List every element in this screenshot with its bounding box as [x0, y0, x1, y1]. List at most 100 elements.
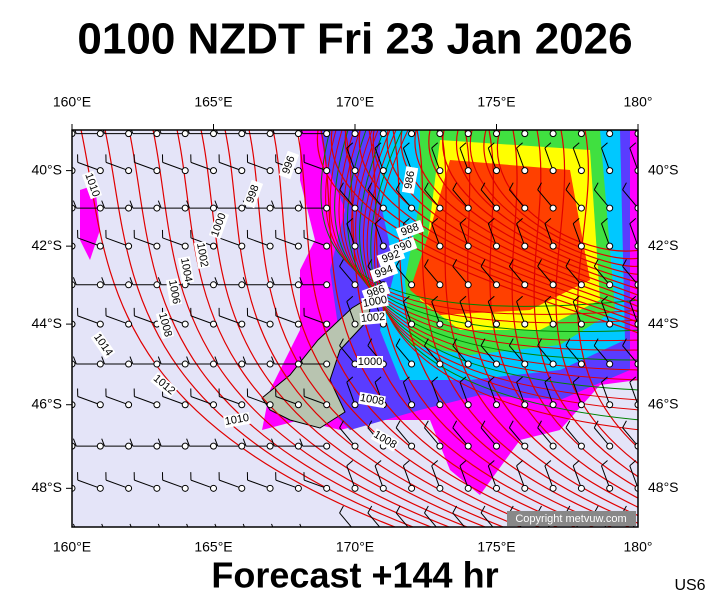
wind-station: [437, 282, 443, 288]
wind-station: [267, 243, 273, 249]
wind-station: [182, 361, 188, 367]
wind-station: [97, 485, 103, 491]
wind-station: [494, 443, 500, 449]
wind-station: [494, 321, 500, 327]
wind-station: [578, 243, 584, 249]
wind-station: [522, 243, 528, 249]
wind-station: [522, 205, 528, 211]
wind-station: [494, 402, 500, 408]
wind-barb: [396, 108, 400, 115]
wind-barb: [45, 357, 48, 364]
wind-station: [182, 168, 188, 174]
wind-station: [437, 402, 443, 408]
wind-station: [380, 528, 386, 534]
wind-station: [182, 402, 188, 408]
wind-station: [324, 402, 330, 408]
wind-station: [607, 402, 613, 408]
wind-station: [409, 402, 415, 408]
wind-station: [352, 321, 358, 327]
wind-station: [607, 485, 613, 491]
lon-label: 180°: [624, 539, 653, 555]
wind-station: [182, 205, 188, 211]
wind-station: [607, 205, 613, 211]
wind-station: [550, 168, 556, 174]
lon-label: 165°E: [194, 539, 232, 555]
wind-station: [409, 528, 415, 534]
wind-station: [352, 282, 358, 288]
wind-station: [211, 282, 217, 288]
wind-station: [324, 485, 330, 491]
wind-station: [607, 443, 613, 449]
wind-station: [494, 528, 500, 534]
wind-station: [465, 321, 471, 327]
footer: Forecast +144 hr: [211, 555, 498, 596]
wind-station: [211, 443, 217, 449]
wind-station: [352, 485, 358, 491]
wind-station: [267, 168, 273, 174]
wind-station: [295, 402, 301, 408]
wind-station: [352, 205, 358, 211]
wind-station: [295, 282, 301, 288]
wind-station: [324, 528, 330, 534]
wind-station: [465, 282, 471, 288]
lon-label: 170°E: [336, 539, 374, 555]
wind-station: [465, 443, 471, 449]
wind-station: [494, 282, 500, 288]
wind-station: [465, 205, 471, 211]
lat-label: 46°S: [648, 395, 679, 411]
wind-station: [239, 282, 245, 288]
wind-station: [324, 443, 330, 449]
wind-station: [409, 321, 415, 327]
title: 0100 NZDT Fri 23 Jan 2026: [77, 15, 632, 64]
wind-station: [97, 361, 103, 367]
wind-station: [437, 528, 443, 534]
wind-station: [182, 443, 188, 449]
wind-station: [578, 361, 584, 367]
wind-station: [324, 168, 330, 174]
wind-station: [239, 485, 245, 491]
wind-station: [380, 243, 386, 249]
map-code: US6: [674, 577, 705, 594]
wind-station: [267, 485, 273, 491]
wind-station: [154, 361, 160, 367]
isobar-label: 1000: [358, 356, 382, 368]
lat-label: 40°S: [648, 161, 679, 177]
wind-station: [380, 485, 386, 491]
wind-station: [465, 402, 471, 408]
wind-station: [126, 282, 132, 288]
wind-station: [154, 485, 160, 491]
wind-station: [154, 528, 160, 534]
wind-station: [97, 205, 103, 211]
wind-station: [465, 131, 471, 137]
wind-station: [522, 282, 528, 288]
wind-station: [550, 321, 556, 327]
wind-station: [211, 361, 217, 367]
wind-station: [97, 282, 103, 288]
wind-station: [267, 528, 273, 534]
lon-label: 165°E: [194, 94, 232, 110]
wind-station: [154, 243, 160, 249]
wind-station: [97, 528, 103, 534]
wind-station: [239, 168, 245, 174]
wind-barb: [45, 201, 48, 208]
wind-station: [126, 205, 132, 211]
wind-station: [522, 528, 528, 534]
wind-station: [352, 528, 358, 534]
wind-station: [97, 168, 103, 174]
wind-station: [324, 361, 330, 367]
wind-station: [211, 243, 217, 249]
lon-label: 160°E: [53, 539, 91, 555]
wind-station: [494, 205, 500, 211]
wind-station: [126, 528, 132, 534]
wind-station: [465, 243, 471, 249]
wind-station: [182, 321, 188, 327]
wind-station: [409, 443, 415, 449]
wind-barb: [424, 108, 428, 115]
wind-station: [324, 131, 330, 137]
lon-label: 175°E: [477, 94, 515, 110]
wind-station: [267, 205, 273, 211]
wind-station: [380, 168, 386, 174]
wind-station: [154, 443, 160, 449]
lat-label: 46°S: [31, 395, 62, 411]
wind-station: [522, 361, 528, 367]
